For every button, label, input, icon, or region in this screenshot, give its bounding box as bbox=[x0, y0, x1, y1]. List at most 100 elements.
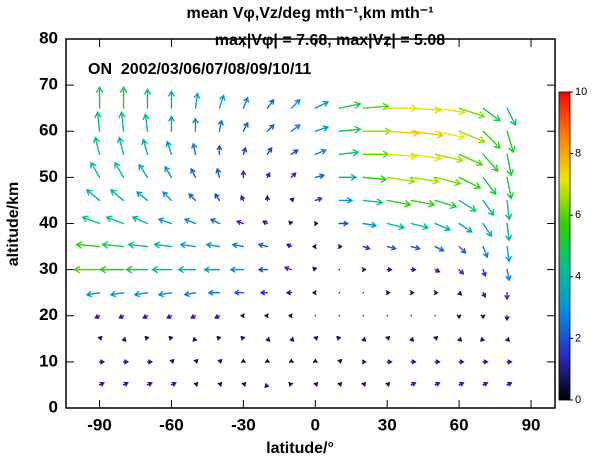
arrow bbox=[433, 290, 439, 296]
arrow bbox=[162, 191, 173, 202]
arrow bbox=[214, 193, 221, 202]
x-tick-label: 30 bbox=[378, 415, 397, 434]
x-tick-label: -30 bbox=[231, 415, 256, 434]
arrow bbox=[410, 222, 430, 230]
arrow bbox=[94, 110, 102, 132]
arrow bbox=[164, 165, 173, 179]
arrow bbox=[362, 198, 384, 206]
arrow bbox=[217, 119, 224, 132]
arrow bbox=[85, 189, 101, 202]
arrow bbox=[109, 291, 125, 298]
arrow bbox=[165, 140, 173, 156]
arrow bbox=[482, 245, 489, 259]
x-tick-label: -60 bbox=[159, 415, 184, 434]
arrow bbox=[240, 195, 245, 202]
arrow bbox=[266, 146, 273, 156]
arrow bbox=[193, 381, 199, 387]
arrow bbox=[458, 381, 465, 387]
arrow bbox=[505, 245, 512, 263]
arrow bbox=[361, 336, 367, 342]
y-tick-label: 0 bbox=[49, 397, 58, 416]
arrow bbox=[458, 107, 486, 119]
arrow bbox=[506, 153, 514, 177]
arrow bbox=[386, 199, 412, 208]
arrow bbox=[146, 359, 154, 365]
arrow bbox=[312, 358, 318, 364]
arrow bbox=[151, 266, 173, 274]
arrow bbox=[217, 381, 223, 387]
arrow bbox=[458, 268, 465, 275]
arrow bbox=[72, 265, 101, 274]
arrow bbox=[215, 167, 221, 179]
arrow bbox=[177, 266, 197, 274]
arrow bbox=[314, 100, 330, 109]
arrow bbox=[153, 241, 173, 249]
arrow bbox=[190, 167, 197, 179]
arrow bbox=[434, 359, 441, 365]
arrow bbox=[264, 383, 270, 389]
arrow bbox=[337, 358, 343, 364]
arrow bbox=[386, 222, 406, 230]
arrow bbox=[98, 381, 105, 387]
arrow bbox=[337, 244, 343, 249]
arrow bbox=[257, 242, 269, 249]
arrow bbox=[90, 161, 101, 179]
arrow bbox=[434, 381, 441, 387]
arrow bbox=[125, 265, 149, 274]
arrow bbox=[410, 153, 442, 162]
arrow bbox=[385, 290, 391, 296]
arrow bbox=[433, 335, 439, 341]
arrow bbox=[241, 358, 246, 364]
arrow bbox=[434, 199, 458, 209]
arrow bbox=[95, 85, 104, 109]
arrow bbox=[456, 314, 462, 320]
arrow bbox=[504, 315, 510, 322]
arrow bbox=[105, 215, 125, 225]
arrow bbox=[99, 265, 125, 274]
arrow bbox=[97, 335, 103, 341]
arrow bbox=[410, 176, 440, 185]
colorbar-tick-label: 10 bbox=[575, 86, 587, 98]
arrow bbox=[314, 125, 330, 132]
arrow bbox=[265, 171, 271, 179]
colorbar-tick-label: 8 bbox=[575, 148, 581, 160]
arrow bbox=[410, 359, 417, 365]
arrow bbox=[457, 290, 463, 296]
arrow bbox=[144, 335, 150, 341]
arrow bbox=[313, 335, 319, 341]
arrow bbox=[312, 266, 318, 272]
arrow bbox=[265, 336, 271, 342]
arrow bbox=[288, 381, 294, 387]
arrow bbox=[166, 314, 173, 319]
colorbar bbox=[558, 91, 571, 401]
arrow bbox=[121, 336, 127, 342]
colorbar-tick-label: 0 bbox=[575, 394, 581, 406]
arrow bbox=[338, 173, 358, 181]
arrow bbox=[361, 267, 367, 272]
arrow bbox=[288, 220, 294, 226]
arrow bbox=[119, 85, 128, 109]
arrow bbox=[505, 222, 512, 242]
y-tick-label: 50 bbox=[39, 167, 58, 186]
arrow bbox=[207, 289, 221, 296]
arrow bbox=[314, 148, 328, 156]
arrow bbox=[118, 110, 126, 132]
arrow bbox=[168, 115, 175, 132]
arrow bbox=[506, 130, 516, 154]
arrow bbox=[239, 313, 245, 319]
arrow bbox=[192, 117, 199, 132]
arrow bbox=[75, 241, 101, 249]
arrow bbox=[362, 102, 390, 111]
arrow bbox=[338, 197, 354, 204]
arrow bbox=[193, 358, 199, 364]
arrow bbox=[259, 290, 269, 296]
arrow bbox=[133, 291, 149, 298]
arrow bbox=[257, 266, 269, 273]
arrow bbox=[265, 358, 270, 364]
arrow bbox=[506, 176, 514, 200]
arrow bbox=[141, 138, 149, 156]
arrow bbox=[386, 267, 393, 273]
arrow bbox=[285, 243, 293, 249]
arrow bbox=[193, 92, 201, 109]
arrow bbox=[458, 176, 482, 190]
